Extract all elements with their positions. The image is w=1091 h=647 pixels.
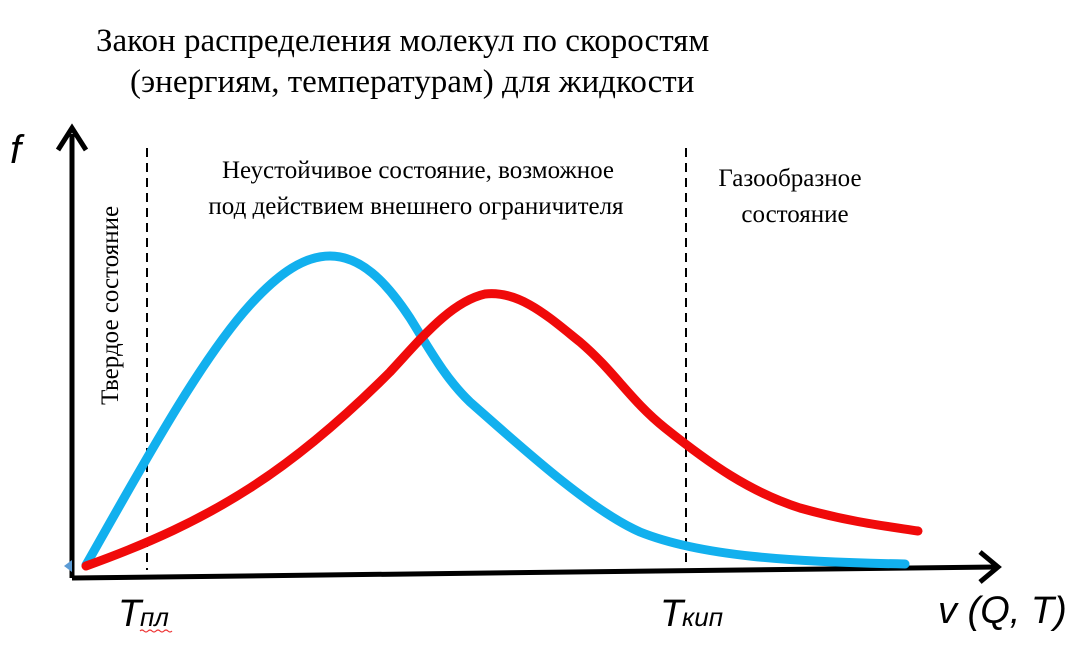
boiling-point-symbol: T (660, 593, 686, 635)
x-axis-label: v (Q, T) (938, 590, 1067, 632)
y-axis-label: f (10, 128, 25, 172)
gas-region-label-1: Газообразное (718, 165, 861, 192)
blue-distribution-curve (81, 251, 910, 570)
unstable-region-label-1: Неустойчивое состояние, возможное (222, 157, 614, 184)
red-distribution-curve (81, 289, 923, 571)
gas-region-label-2: состояние (741, 201, 848, 228)
melting-point-label: T пл (118, 593, 173, 635)
title-line-1: Закон распределения молекул по скоростям (96, 23, 709, 59)
y-axis (55, 123, 89, 578)
melting-point-symbol: T (118, 593, 144, 635)
solid-region-label: Твердое состояние (97, 206, 124, 405)
melting-point-subscript: пл (140, 602, 169, 632)
unstable-region-label-2: под действием внешнего ограничителя (208, 193, 624, 220)
boiling-point-label: T кип (660, 593, 723, 635)
spellcheck-underline (139, 629, 173, 633)
origin-marker (64, 560, 72, 572)
x-axis (71, 550, 1002, 584)
boiling-point-subscript: кип (682, 602, 723, 632)
title-line-2: (энергиям, температурам) для жидкости (130, 64, 694, 100)
